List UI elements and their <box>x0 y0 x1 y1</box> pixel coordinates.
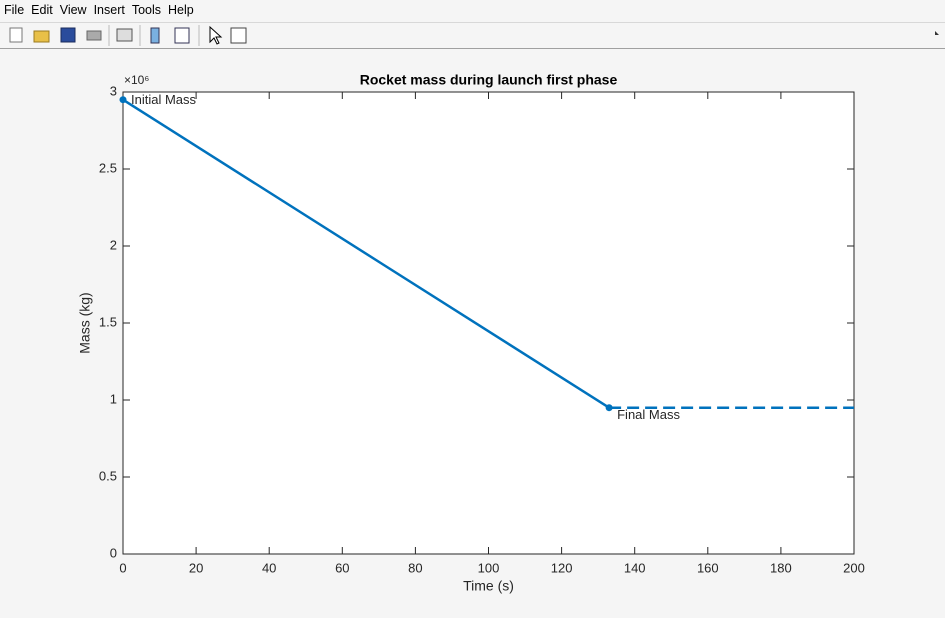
data-marker <box>605 404 613 412</box>
menu-item[interactable]: File <box>4 3 25 17</box>
y-multiplier: ×10⁶ <box>124 73 149 87</box>
x-tick-label: 60 <box>335 560 349 575</box>
x-tick-label: 180 <box>770 560 792 575</box>
y-tick-label: 2.5 <box>99 160 117 175</box>
annotation: Initial Mass <box>131 92 197 107</box>
colorbar-icon[interactable] <box>150 27 160 44</box>
y-tick-label: 3 <box>110 83 117 98</box>
x-axis-label: Time (s) <box>463 578 514 594</box>
y-tick-label: 1.5 <box>99 314 117 329</box>
open-icon[interactable] <box>33 30 50 43</box>
property-icon[interactable] <box>230 27 247 44</box>
y-tick-label: 2 <box>110 237 117 252</box>
menu-bar: File Edit View Insert Tools Help <box>0 0 945 20</box>
dock-icon[interactable] <box>935 31 939 35</box>
axes-background <box>123 92 854 554</box>
axes-box <box>122 91 855 555</box>
x-tick-label: 20 <box>189 560 203 575</box>
annotation: Final Mass <box>617 407 680 422</box>
menu-item[interactable]: View <box>59 3 87 17</box>
toolbar <box>0 22 945 49</box>
menu-item[interactable]: Insert <box>93 3 125 17</box>
link-icon[interactable] <box>116 28 133 42</box>
y-tick-label: 0.5 <box>99 468 117 483</box>
y-tick-label: 1 <box>110 391 117 406</box>
new-icon[interactable] <box>9 27 23 43</box>
x-tick-label: 120 <box>551 560 573 575</box>
x-tick-label: 0 <box>119 560 126 575</box>
menu-item[interactable]: Help <box>168 3 194 17</box>
pointer-icon[interactable] <box>209 25 223 45</box>
data-line <box>122 98 610 409</box>
y-axis-label: Mass (kg) <box>77 292 93 353</box>
x-tick-label: 100 <box>478 560 500 575</box>
data-marker <box>119 96 127 104</box>
print-icon[interactable] <box>86 30 102 41</box>
x-tick-label: 200 <box>843 560 865 575</box>
save-icon[interactable] <box>60 27 76 43</box>
menu-item[interactable]: Tools <box>131 3 162 17</box>
x-tick-label: 140 <box>624 560 646 575</box>
x-tick-label: 160 <box>697 560 719 575</box>
x-tick-label: 40 <box>262 560 276 575</box>
legend-icon[interactable] <box>174 27 190 44</box>
chart-title: Rocket mass during launch first phase <box>360 72 618 88</box>
y-tick-label: 0 <box>110 545 117 560</box>
menu-item[interactable]: Edit <box>31 3 53 17</box>
x-tick-label: 80 <box>408 560 422 575</box>
